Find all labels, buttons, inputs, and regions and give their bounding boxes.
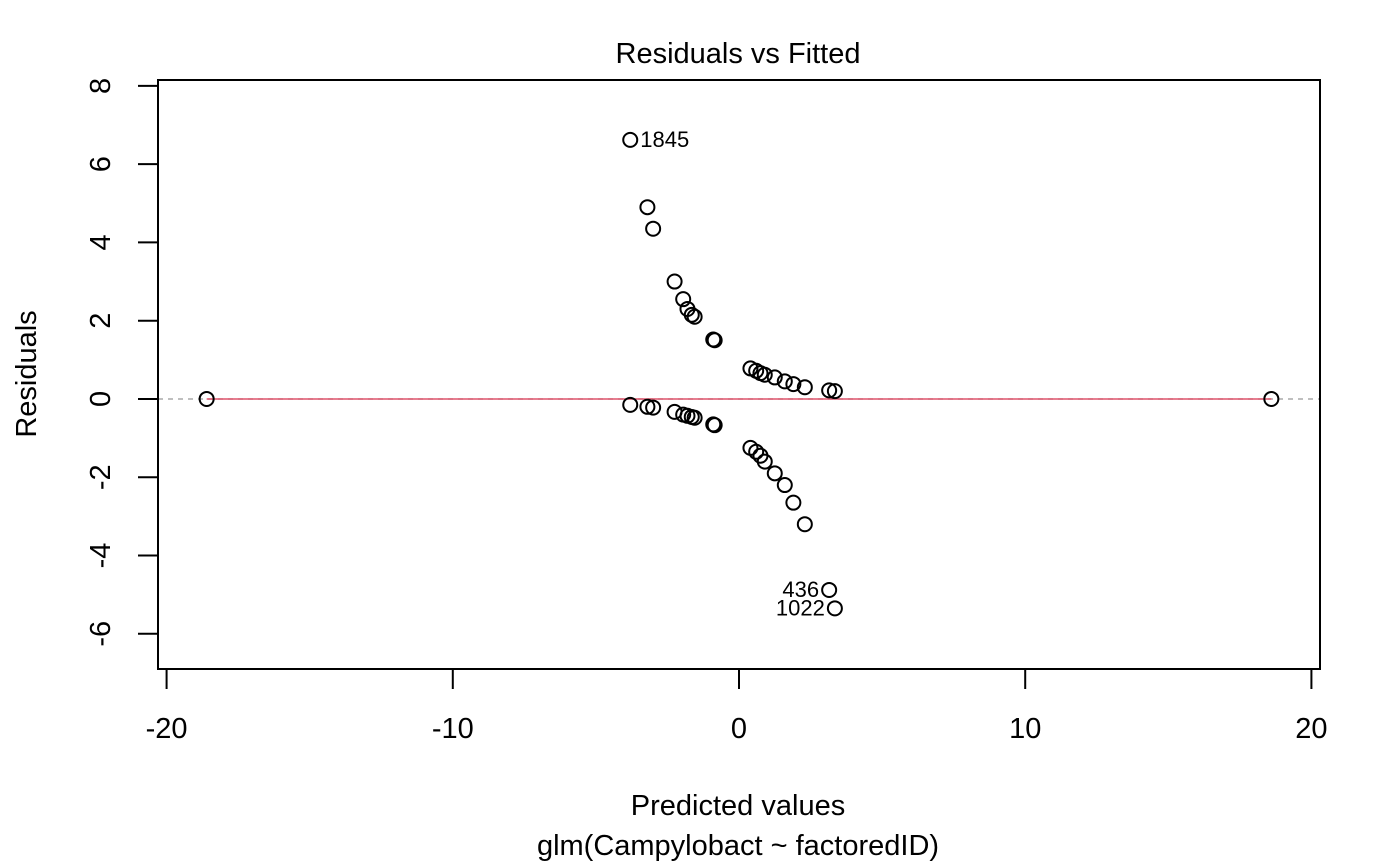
y-tick-label: 0 <box>85 391 117 407</box>
data-point <box>821 581 838 598</box>
x-tick-label: 20 <box>1295 713 1327 745</box>
data-point <box>639 398 656 415</box>
data-point <box>706 332 723 349</box>
data-point <box>622 396 639 413</box>
x-tick-label: 0 <box>731 713 747 745</box>
x-tick-label: 10 <box>1009 713 1041 745</box>
x-axis-label: Predicted values <box>631 790 845 822</box>
y-tick-label: 6 <box>85 156 117 172</box>
data-points <box>198 131 1280 617</box>
data-point <box>766 465 783 482</box>
data-point <box>645 220 662 237</box>
data-point <box>785 376 802 393</box>
data-point <box>622 131 639 148</box>
point-label: 1022 <box>776 595 825 620</box>
data-point <box>756 366 773 383</box>
y-axis: -6 -4 -2 0 2 4 6 8 <box>85 78 159 647</box>
data-point <box>826 383 843 400</box>
data-point <box>748 443 765 460</box>
y-tick-label: 4 <box>85 234 117 250</box>
data-point <box>706 417 723 434</box>
data-point <box>826 600 843 617</box>
y-axis-label: Residuals <box>11 310 43 437</box>
chart-title: Residuals vs Fitted <box>616 38 861 70</box>
data-point <box>686 409 703 426</box>
point-label: 1845 <box>640 127 689 152</box>
model-formula-caption: glm(Campylobact ~ factoredID) <box>537 830 939 862</box>
y-tick-label: -4 <box>85 543 117 569</box>
data-point <box>785 494 802 511</box>
data-point <box>776 477 793 494</box>
x-axis: -20 -10 0 10 20 <box>146 668 1328 745</box>
data-point <box>796 516 813 533</box>
data-point <box>821 382 838 399</box>
data-point <box>756 453 773 470</box>
y-tick-label: 2 <box>85 313 117 329</box>
data-point <box>645 399 662 416</box>
data-point <box>776 373 793 390</box>
point-label: 436 <box>782 577 819 602</box>
data-point <box>666 273 683 290</box>
y-tick-label: -2 <box>85 464 117 490</box>
x-tick-label: -10 <box>432 713 474 745</box>
data-point <box>675 291 692 308</box>
data-point <box>766 369 783 386</box>
data-point <box>796 379 813 396</box>
data-point <box>683 306 700 323</box>
data-point <box>1263 390 1280 407</box>
y-tick-label: 8 <box>85 78 117 94</box>
data-point <box>686 308 703 325</box>
data-point <box>639 199 656 216</box>
data-point <box>198 390 215 407</box>
x-tick-label: -20 <box>146 713 188 745</box>
y-tick-label: -6 <box>85 621 117 647</box>
